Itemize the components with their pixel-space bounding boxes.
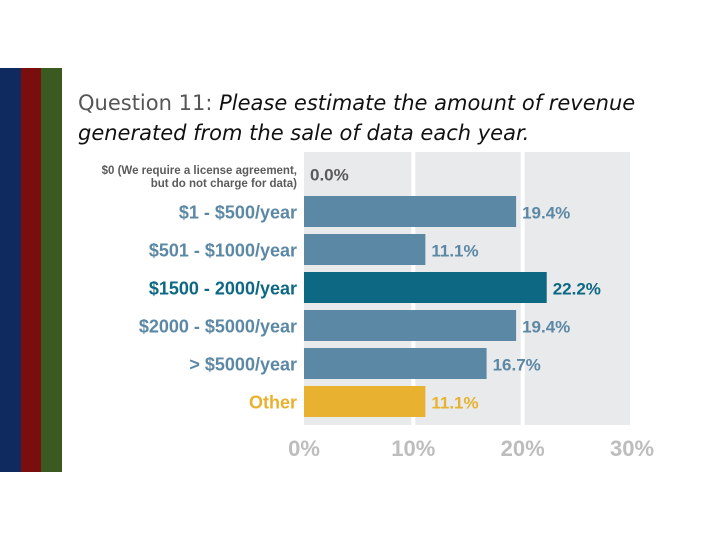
bar-7 bbox=[304, 386, 426, 417]
bar-6 bbox=[304, 348, 487, 379]
x-tick-label-3: 20% bbox=[501, 436, 545, 461]
bar-5 bbox=[304, 310, 517, 341]
category-label-7: Other bbox=[249, 393, 297, 413]
left-stripe-red bbox=[21, 68, 42, 472]
slide-title: Question 11: Please estimate the amount … bbox=[78, 88, 698, 148]
category-label-4: $1500 - 2000/year bbox=[149, 279, 297, 299]
x-tick-label-1: 0% bbox=[288, 436, 320, 461]
category-label-line: but do not charge for data) bbox=[151, 178, 297, 190]
x-tick-label-4: 30% bbox=[610, 436, 654, 461]
category-label-3: $501 - $1000/year bbox=[149, 241, 297, 261]
category-label-2: $1 - $500/year bbox=[179, 203, 297, 223]
x-tick-label-2: 10% bbox=[391, 436, 435, 461]
data-label-7: 11.1% bbox=[431, 394, 478, 413]
data-label-5: 19.4% bbox=[522, 318, 570, 337]
question-text: Please estimate the amount of revenue ge… bbox=[78, 91, 636, 145]
bar-2 bbox=[304, 196, 517, 227]
category-label-1: $0 (We require a license agreement, but d… bbox=[102, 165, 298, 190]
question-label: Question 11: bbox=[78, 91, 213, 115]
data-label-4: 22.2% bbox=[553, 280, 601, 299]
category-label-6: > $5000/year bbox=[189, 355, 297, 375]
data-label-2: 19.4% bbox=[522, 204, 570, 223]
left-stripe-blue bbox=[0, 68, 21, 472]
data-label-3: 11.1% bbox=[431, 242, 478, 261]
data-label-1: 0.0% bbox=[310, 166, 349, 185]
category-label-5: $2000 - $5000/year bbox=[139, 317, 297, 337]
category-label-line: $0 (We require a license agreement, bbox=[102, 165, 297, 177]
data-label-6: 16.7% bbox=[493, 356, 541, 375]
bar-4 bbox=[304, 272, 547, 303]
left-stripe-green bbox=[41, 68, 62, 472]
bar-3 bbox=[304, 234, 426, 265]
